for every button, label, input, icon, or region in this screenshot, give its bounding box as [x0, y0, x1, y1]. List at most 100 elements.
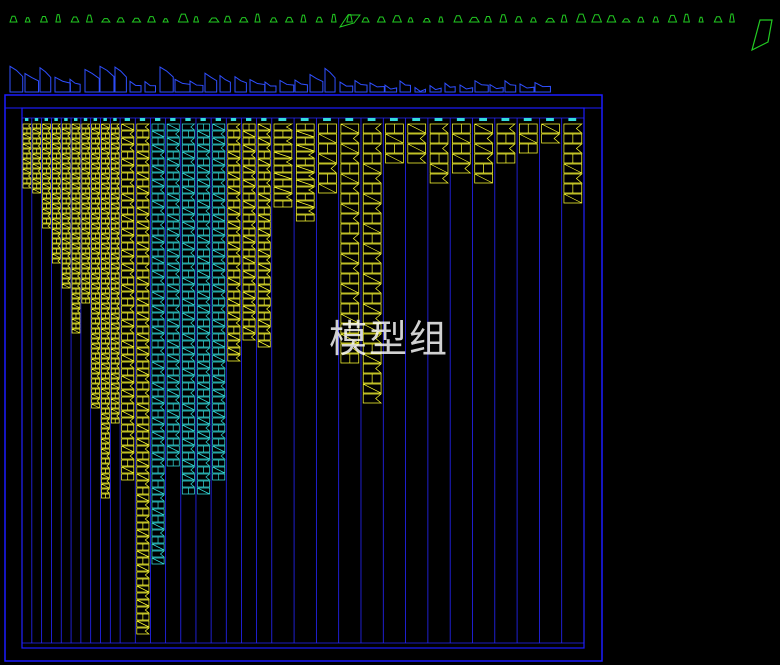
detail-cell — [121, 417, 135, 425]
detail-cell — [81, 208, 91, 214]
detail-cell — [52, 158, 61, 164]
detail-cell — [151, 410, 165, 418]
detail-cell — [101, 123, 110, 129]
detail-cell — [136, 123, 150, 131]
detail-cell — [136, 144, 150, 152]
detail-cell — [340, 173, 360, 184]
detail-cell — [121, 284, 135, 292]
detail-cell — [212, 333, 226, 341]
top-profile — [315, 16, 324, 23]
detail-cell — [212, 347, 226, 355]
detail-cell — [91, 303, 100, 309]
detail-cell — [227, 291, 241, 299]
detail-cell — [81, 128, 91, 134]
detail-cell — [136, 165, 150, 173]
detail-cell — [121, 172, 135, 180]
detail-cell — [151, 522, 165, 530]
detail-cell — [197, 396, 210, 404]
detail-cell — [101, 433, 110, 439]
detail-cell — [362, 143, 383, 154]
detail-cell — [136, 305, 150, 313]
detail-cell — [166, 396, 181, 404]
header-shape — [294, 79, 308, 93]
top-profile — [713, 16, 723, 23]
top-profile — [361, 17, 370, 23]
detail-cell — [81, 173, 91, 179]
detail-cell — [121, 410, 135, 418]
detail-cell — [52, 183, 62, 189]
detail-cell — [181, 431, 195, 439]
detail-cell — [197, 473, 211, 481]
detail-cell — [136, 249, 150, 257]
detail-cell — [61, 223, 71, 229]
detail-cell — [340, 133, 360, 144]
header-shape — [174, 78, 191, 93]
detail-cell — [101, 458, 110, 464]
detail-cell — [61, 228, 72, 234]
detail-cell — [101, 253, 110, 259]
detail-cell — [295, 130, 315, 138]
detail-cell — [101, 203, 110, 209]
detail-cell — [362, 253, 383, 264]
detail-cell — [42, 213, 52, 219]
detail-cell — [136, 515, 150, 523]
detail-cell — [151, 543, 165, 551]
detail-cell — [71, 328, 81, 334]
detail-cell — [81, 263, 91, 269]
detail-cell — [362, 273, 382, 284]
detail-cell — [197, 298, 211, 306]
top-profile — [208, 17, 220, 23]
detail-cell — [121, 396, 135, 404]
detail-cell — [32, 173, 41, 179]
detail-cell — [257, 284, 271, 292]
detail-cell — [110, 278, 120, 284]
detail-cell — [71, 283, 81, 289]
detail-cell — [110, 303, 121, 309]
detail-cell — [496, 143, 516, 154]
detail-cell — [318, 143, 337, 154]
detail-cell — [197, 144, 210, 152]
detail-cell — [212, 361, 226, 369]
detail-cell — [110, 363, 121, 369]
detail-cell — [101, 263, 110, 269]
detail-cell — [197, 158, 210, 166]
top-profile — [284, 16, 294, 23]
detail-cell — [136, 396, 150, 404]
detail-cell — [151, 249, 165, 257]
detail-cell — [197, 403, 211, 411]
detail-cell — [563, 163, 583, 174]
detail-cell — [121, 298, 135, 306]
detail-cell — [197, 270, 210, 278]
detail-cell — [121, 137, 135, 145]
detail-cell — [151, 361, 165, 369]
detail-cell — [257, 326, 272, 334]
detail-cell — [81, 278, 91, 284]
detail-cell — [101, 313, 110, 319]
detail-cell — [136, 277, 150, 285]
detail-cell — [197, 123, 210, 131]
detail-cell — [151, 214, 165, 222]
detail-cell — [181, 305, 195, 313]
detail-cell — [340, 353, 360, 364]
detail-cell — [242, 221, 257, 229]
detail-cell — [91, 273, 100, 279]
detail-cell — [181, 186, 195, 194]
detail-cell — [110, 418, 120, 424]
detail-cell — [101, 143, 110, 149]
detail-cell — [121, 151, 135, 159]
detail-cell — [242, 277, 257, 285]
detail-cell — [52, 163, 61, 169]
detail-cell — [181, 221, 195, 229]
top-profile — [238, 17, 249, 23]
detail-cell — [91, 333, 100, 339]
detail-cell — [110, 298, 120, 304]
detail-cell — [91, 188, 100, 194]
detail-cell — [227, 312, 241, 320]
detail-cell — [71, 293, 81, 299]
detail-cell — [212, 466, 226, 474]
detail-cell — [121, 319, 135, 327]
detail-cell — [563, 183, 583, 194]
detail-cell — [91, 158, 101, 164]
column-marker — [113, 118, 117, 121]
detail-cell — [136, 487, 150, 495]
